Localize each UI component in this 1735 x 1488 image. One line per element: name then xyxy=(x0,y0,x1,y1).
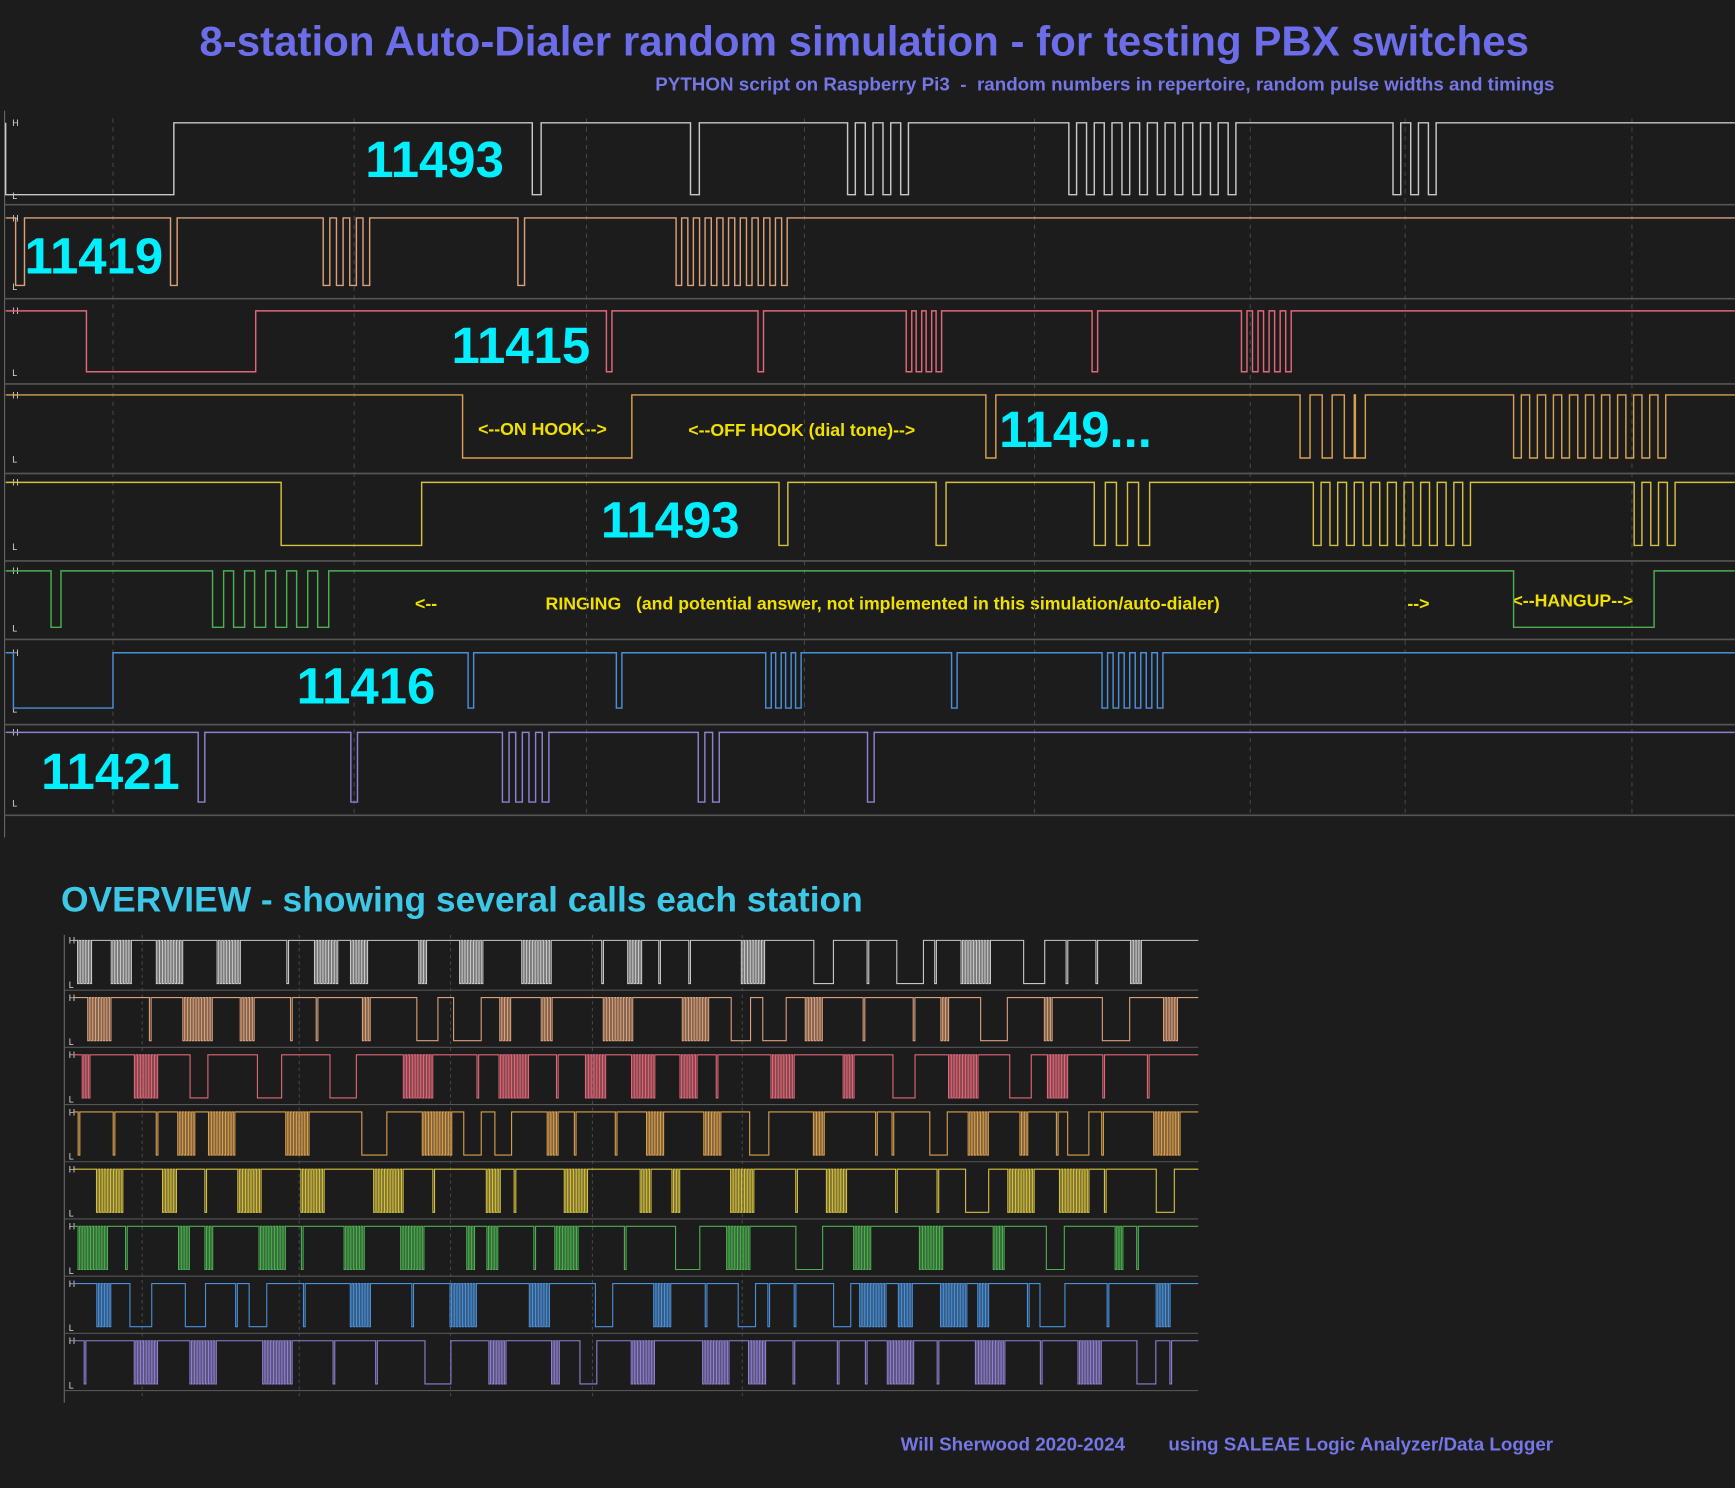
waveform xyxy=(73,1168,1199,1213)
level-high: H xyxy=(69,1222,75,1232)
level-high: H xyxy=(12,648,18,658)
waveform xyxy=(5,570,1735,629)
level-low: L xyxy=(69,1152,74,1162)
overview-title: OVERVIEW - showing several calls each st… xyxy=(61,880,863,920)
level-high: H xyxy=(69,1107,75,1117)
waveform xyxy=(5,652,1735,709)
level-high: H xyxy=(12,118,18,128)
level-low: L xyxy=(12,191,17,201)
annotation: <-- xyxy=(415,594,437,614)
waveform xyxy=(5,310,1735,373)
station-number: 11415 xyxy=(452,317,591,374)
level-low: L xyxy=(69,1094,74,1104)
station-number: 11419 xyxy=(24,227,163,284)
level-low: L xyxy=(69,1323,74,1333)
annotation: RINGING (and potential answer, not imple… xyxy=(546,594,1220,614)
waveform xyxy=(73,1225,1199,1271)
level-high: H xyxy=(69,1050,75,1060)
annotation: --> xyxy=(1407,594,1429,614)
station-number: 11416 xyxy=(297,658,436,715)
waveform xyxy=(5,481,1735,547)
waveform xyxy=(73,939,1199,985)
station-number: 11493 xyxy=(601,492,740,549)
waveform xyxy=(73,1111,1199,1156)
level-low: L xyxy=(12,799,17,809)
station-number: 11493 xyxy=(365,131,504,188)
waveform xyxy=(73,997,1199,1042)
level-low: L xyxy=(12,542,17,552)
station-number: 11421 xyxy=(41,743,180,800)
level-low: L xyxy=(12,368,17,378)
waveform xyxy=(5,217,1735,287)
annotation: <--HANGUP--> xyxy=(1512,590,1633,610)
title: 8-station Auto-Dialer random simulation … xyxy=(199,17,1529,64)
level-low: L xyxy=(12,454,17,464)
level-low: L xyxy=(69,1037,74,1047)
level-high: H xyxy=(69,993,75,1003)
waveform xyxy=(73,1340,1199,1385)
level-high: H xyxy=(69,1336,75,1346)
waveform xyxy=(73,1282,1199,1328)
level-low: L xyxy=(69,1266,74,1276)
level-low: L xyxy=(69,980,74,990)
waveform xyxy=(5,394,1735,459)
level-low: L xyxy=(12,282,17,292)
level-high: H xyxy=(69,936,75,946)
annotation: <--OFF HOOK (dial tone)--> xyxy=(688,420,915,440)
level-low: L xyxy=(12,704,17,714)
footer-author: Will Sherwood 2020-2024 xyxy=(901,1433,1126,1454)
footer-tool: using SALEAE Logic Analyzer/Data Logger xyxy=(1168,1433,1553,1454)
level-low: L xyxy=(69,1209,74,1219)
annotation: <--ON HOOK--> xyxy=(478,419,607,439)
waveform xyxy=(73,1054,1199,1099)
level-high: H xyxy=(69,1279,75,1289)
level-low: L xyxy=(12,624,17,634)
level-high: H xyxy=(69,1164,75,1174)
station-number: 1149... xyxy=(999,401,1152,458)
subtitle: PYTHON script on Raspberry Pi3 - random … xyxy=(655,74,1554,95)
waveform xyxy=(5,731,1735,803)
level-low: L xyxy=(69,1380,74,1390)
waveform xyxy=(4,122,1735,196)
